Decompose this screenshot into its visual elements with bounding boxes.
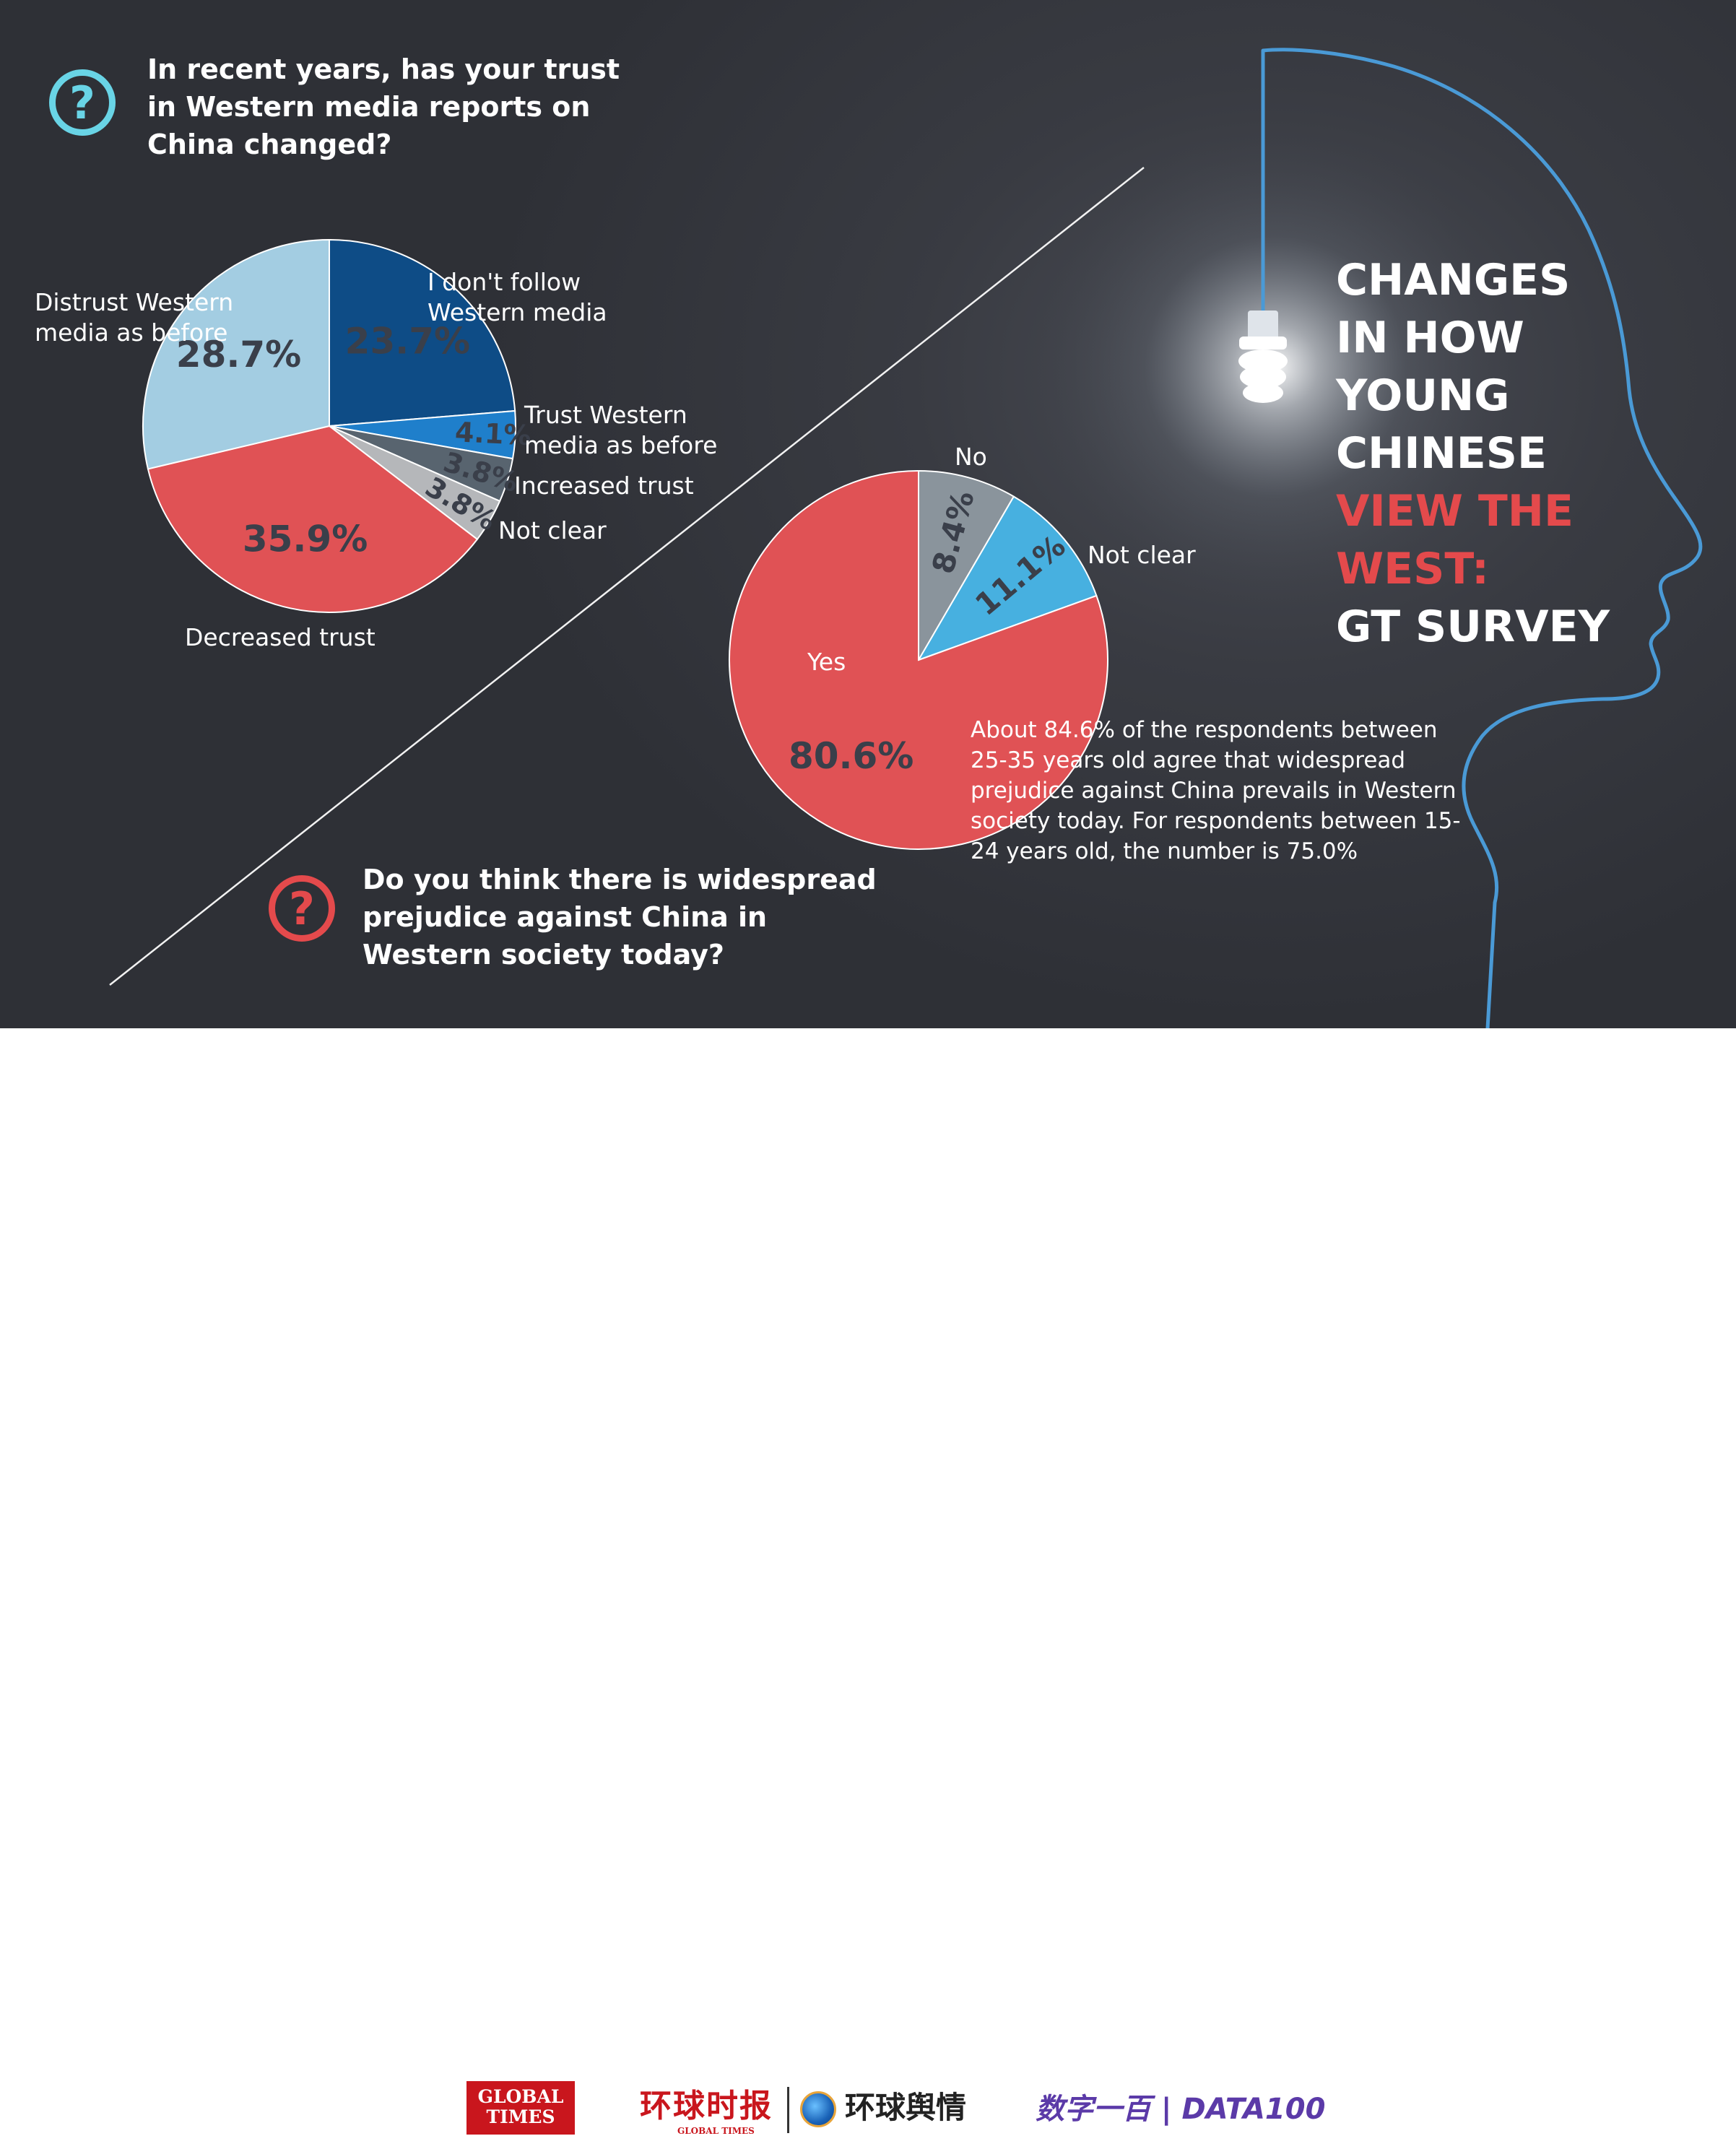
pie-value-label: 28.7% xyxy=(176,334,301,375)
headline: CHANGES IN HOW YOUNG CHINESE VIEW THE WEST: GT… xyxy=(1336,251,1654,656)
huanqiu-shibao-logo: 环球时报 xyxy=(640,2088,773,2124)
infographic-background: ? In recent years, has your trust in Wes… xyxy=(0,0,1736,1028)
pie-slice xyxy=(918,469,1015,663)
footer-logo-bar: GLOBAL TIMES 环球时报 GLOBAL TIMES 环球舆情 数字一百… xyxy=(0,1028,1736,2136)
lightbulb-icon xyxy=(1238,311,1288,403)
diagonal-divider xyxy=(109,167,1145,986)
pie-slice xyxy=(142,238,330,470)
label-yes: Yes xyxy=(807,648,846,676)
label-trust-before: Trust Western media as before xyxy=(524,401,718,459)
headline-line: CHANGES xyxy=(1336,255,1571,305)
head-silhouette-outline xyxy=(1261,48,1703,1028)
huanqiu-sub-logo: GLOBAL TIMES xyxy=(677,2126,755,2136)
pie-slice xyxy=(729,469,1108,850)
data100-logo: 数字一百 | DATA100 xyxy=(1036,2093,1326,2126)
label-dont-follow: I don't follow Western media xyxy=(428,268,607,326)
pie-value-label: 4.1% xyxy=(454,416,531,451)
logo-divider xyxy=(787,2087,789,2133)
pie-value-label: 23.7% xyxy=(345,320,470,362)
label-no: No xyxy=(955,443,987,471)
question-circle-icon: ? xyxy=(269,875,335,942)
pie-slice xyxy=(329,238,516,427)
pie-value-label: 35.9% xyxy=(243,518,368,560)
question-circle-icon: ? xyxy=(49,69,116,136)
headline-line: IN HOW xyxy=(1336,313,1524,363)
pie-value-label: 80.6% xyxy=(789,735,913,777)
global-times-logo: GLOBAL TIMES xyxy=(466,2081,575,2135)
age-breakdown-note: About 84.6% of the respondents between 2… xyxy=(971,717,1461,864)
headline-line: VIEW THE xyxy=(1336,486,1574,537)
label-decreased-trust: Decreased trust xyxy=(185,623,376,651)
question-2-text: Do you think there is widespread prejudi… xyxy=(363,864,877,971)
label-distrust-before: Distrust Western media as before xyxy=(35,288,234,347)
pie-chart-prejudice: 8.4%11.1%80.6% xyxy=(729,469,1108,850)
pie-slice xyxy=(916,495,1098,661)
headline-line: WEST: xyxy=(1336,544,1490,594)
pie-slice xyxy=(147,425,479,613)
pie-chart-trust-change: 23.7%4.1%3.8%3.8%35.9%28.7% xyxy=(142,238,531,613)
headline-line: GT SURVEY xyxy=(1336,602,1610,652)
headline-line: YOUNG xyxy=(1336,370,1510,421)
headline-line: CHINESE xyxy=(1336,428,1547,479)
label-increased-trust: Increased trust xyxy=(514,472,694,500)
globe-icon xyxy=(800,2091,836,2127)
decor-layer xyxy=(109,48,1703,1028)
huanqiu-yuqing-logo: 环球舆情 xyxy=(845,2090,967,2125)
question-1-text: In recent years, has your trust in Weste… xyxy=(147,53,620,160)
label-not-clear-2: Not clear xyxy=(1088,541,1196,569)
label-not-clear-1: Not clear xyxy=(498,516,607,544)
